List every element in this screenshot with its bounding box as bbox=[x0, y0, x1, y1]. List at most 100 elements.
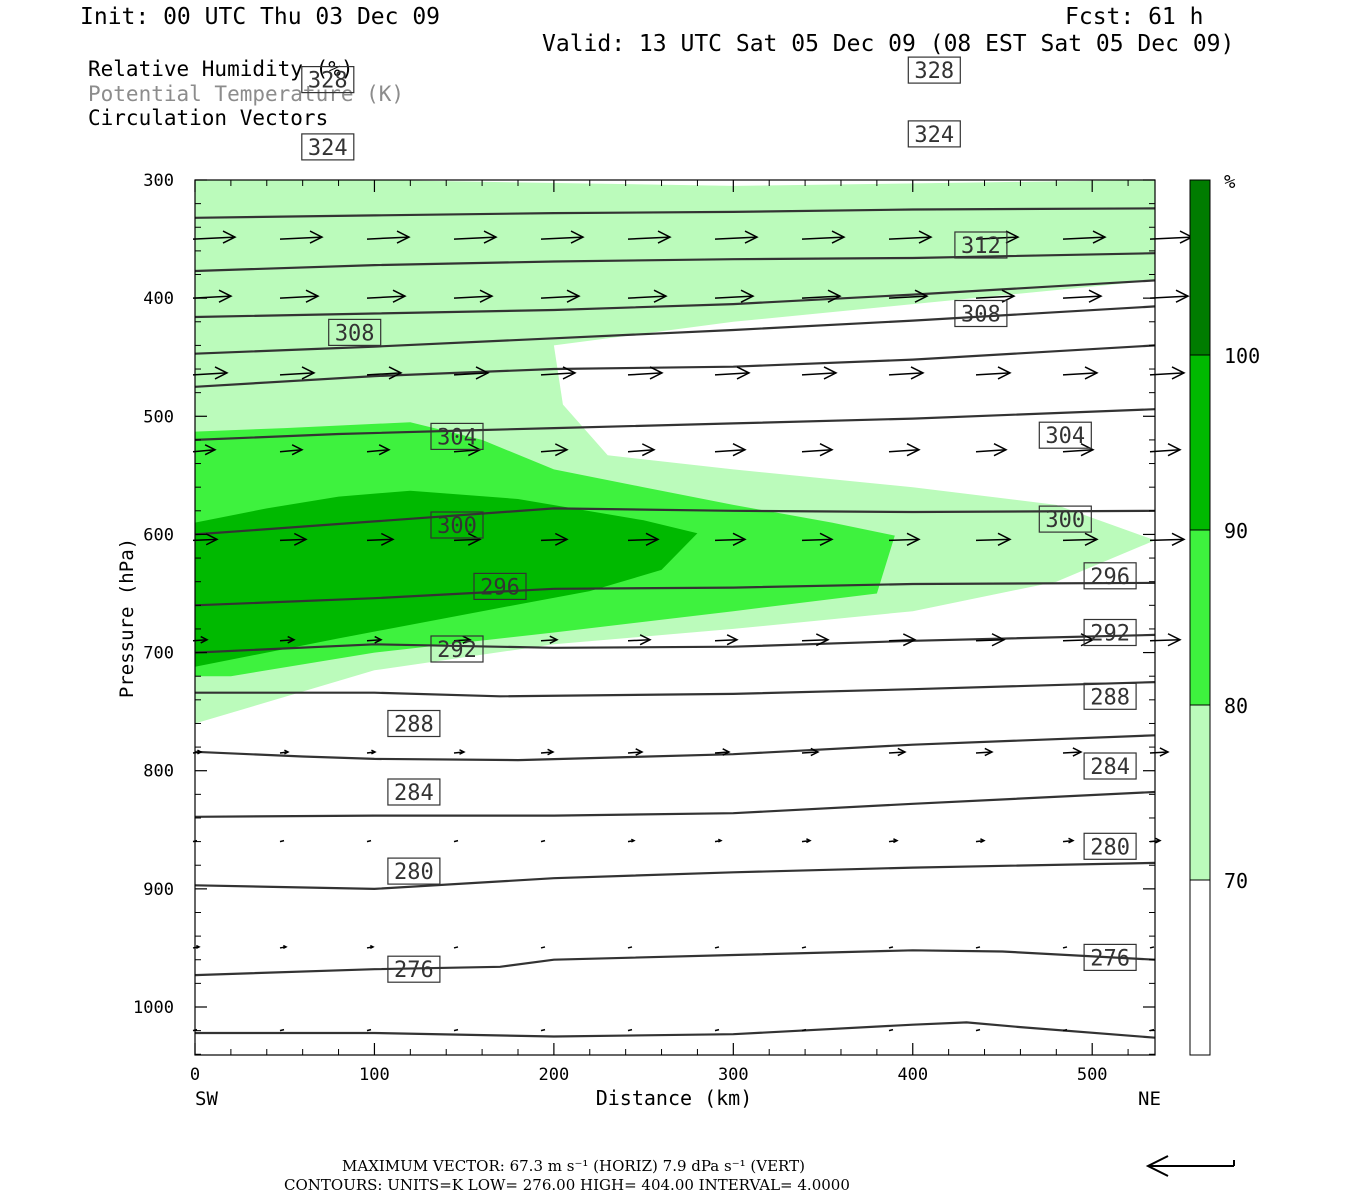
contour-note: CONTOURS: UNITS=K LOW= 276.00 HIGH= 404.… bbox=[284, 1176, 850, 1194]
circulation-vector bbox=[192, 230, 237, 244]
svg-text:296: 296 bbox=[480, 575, 520, 600]
y-tick-label: 400 bbox=[143, 289, 174, 309]
circulation-vector bbox=[975, 838, 986, 844]
circulation-vector bbox=[1062, 532, 1099, 547]
svg-text:292: 292 bbox=[1090, 622, 1130, 647]
svg-text:304: 304 bbox=[437, 425, 477, 450]
circulation-vector bbox=[627, 946, 633, 949]
circulation-vector bbox=[366, 230, 411, 244]
contour-label-312-right: 312 bbox=[954, 231, 1008, 259]
svg-text:284: 284 bbox=[1090, 755, 1130, 780]
circulation-vector bbox=[801, 532, 834, 547]
contour-label-280-right: 280 bbox=[1083, 832, 1137, 860]
circulation-vector bbox=[888, 946, 894, 949]
y-tick-label: 900 bbox=[143, 880, 174, 900]
colorbar-unit: % bbox=[1224, 171, 1236, 193]
circulation-vector bbox=[627, 230, 672, 244]
colorbar-swatch bbox=[1190, 530, 1210, 705]
field-rh: Relative Humidity (%) bbox=[88, 57, 354, 81]
circulation-vector bbox=[453, 749, 466, 755]
theta-contour-284 bbox=[195, 790, 1155, 818]
circulation-vector bbox=[801, 443, 834, 457]
contour-label-296-right: 296 bbox=[1083, 562, 1137, 590]
circulation-vector bbox=[888, 747, 907, 757]
circulation-vector bbox=[975, 946, 981, 949]
circulation-vector bbox=[1062, 443, 1095, 457]
svg-text:324: 324 bbox=[308, 136, 348, 161]
circulation-vector bbox=[975, 230, 1020, 244]
svg-text:308: 308 bbox=[961, 303, 1001, 328]
circulation-vector bbox=[627, 289, 668, 303]
circulation-vector bbox=[888, 633, 917, 647]
circulation-vector bbox=[192, 749, 203, 755]
x-axis-label: Distance (km) bbox=[596, 1086, 753, 1110]
circulation-vector bbox=[975, 747, 994, 757]
circulation-vector bbox=[1149, 946, 1155, 949]
svg-text:312: 312 bbox=[961, 234, 1001, 259]
circulation-vector bbox=[192, 366, 229, 380]
colorbar-label: 90 bbox=[1224, 519, 1248, 543]
max-vector-note: MAXIMUM VECTOR: 67.3 m s⁻¹ (HORIZ) 7.9 d… bbox=[342, 1157, 805, 1175]
circulation-vector bbox=[888, 838, 899, 844]
circulation-vector bbox=[192, 944, 201, 949]
theta-contour-280 bbox=[195, 861, 1155, 891]
circulation-vector bbox=[279, 1028, 285, 1032]
circulation-vector bbox=[279, 749, 290, 755]
circulation-vector bbox=[888, 230, 933, 244]
circulation-vector bbox=[540, 635, 559, 645]
circulation-vector bbox=[192, 444, 217, 456]
circulation-vector bbox=[279, 532, 308, 546]
circulation-vector bbox=[366, 635, 383, 644]
colorbar-swatch bbox=[1190, 355, 1210, 530]
colorbar-swatch bbox=[1190, 180, 1210, 355]
contour-label-328-right: 328 bbox=[907, 56, 961, 84]
circulation-vector bbox=[453, 839, 459, 843]
circulation-vector bbox=[279, 944, 288, 949]
y-axis-label: Pressure (hPa) bbox=[116, 538, 138, 698]
circulation-vector bbox=[279, 635, 296, 644]
contour-label-324-left: 324 bbox=[301, 133, 355, 161]
circulation-vector bbox=[627, 532, 660, 547]
circulation-vector bbox=[714, 946, 720, 949]
x-tick-label: 400 bbox=[897, 1065, 928, 1085]
circulation-vector bbox=[540, 289, 581, 303]
circulation-vector bbox=[975, 532, 1012, 547]
contour-label-292-right: 292 bbox=[1083, 618, 1137, 647]
init-time: Init: 00 UTC Thu 03 Dec 09 bbox=[80, 4, 441, 30]
contour-label-284-left: 284 bbox=[387, 778, 441, 806]
circulation-vector bbox=[1149, 532, 1186, 547]
contour-label-304-right: 304 bbox=[1038, 421, 1092, 449]
circulation-vector bbox=[627, 634, 652, 646]
circulation-vector bbox=[1062, 289, 1103, 303]
theta-contour-304 bbox=[195, 507, 1155, 536]
reference-vector-arrow bbox=[1145, 1155, 1235, 1177]
svg-text:280: 280 bbox=[394, 860, 434, 885]
circulation-vector bbox=[540, 230, 585, 244]
circulation-vector bbox=[627, 748, 644, 756]
contour-label-304-left: 304 bbox=[430, 422, 484, 450]
colorbar-swatch bbox=[1190, 705, 1210, 880]
y-tick-label: 300 bbox=[143, 171, 174, 191]
field-theta: Potential Temperature (K) bbox=[88, 82, 405, 106]
svg-text:296: 296 bbox=[1090, 565, 1130, 590]
circulation-vector bbox=[714, 1028, 720, 1032]
circulation-vector bbox=[888, 1028, 894, 1032]
plot-frame bbox=[194, 179, 1156, 1056]
theta-contour-324 bbox=[195, 252, 1155, 273]
circulation-vector bbox=[1062, 747, 1083, 757]
contour-label-308-left: 308 bbox=[328, 318, 382, 346]
svg-text:288: 288 bbox=[394, 713, 434, 738]
contour-label-308-right: 308 bbox=[954, 299, 1008, 328]
circulation-vector bbox=[279, 839, 285, 843]
circulation-vector bbox=[975, 443, 1008, 457]
circulation-vector bbox=[1149, 366, 1186, 380]
y-tick-label: 800 bbox=[143, 762, 174, 782]
theta-contour-276 bbox=[195, 949, 1155, 977]
svg-text:292: 292 bbox=[437, 638, 477, 663]
theta-contour-288 bbox=[195, 734, 1155, 762]
circulation-vector bbox=[714, 230, 759, 244]
circulation-vector bbox=[1062, 837, 1075, 844]
circulation-vector bbox=[1062, 633, 1095, 647]
circulation-vector bbox=[888, 366, 925, 380]
